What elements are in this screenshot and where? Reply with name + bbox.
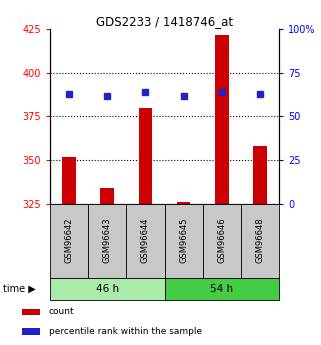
Text: GSM96642: GSM96642 [65, 218, 74, 263]
Bar [203, 204, 241, 278]
Text: count: count [48, 307, 74, 316]
Bar [50, 278, 164, 300]
Text: GSM96645: GSM96645 [179, 218, 188, 263]
Bar [88, 204, 126, 278]
Bar [50, 204, 88, 278]
Bar [100, 188, 114, 204]
Bar [177, 202, 190, 204]
Bar [22, 308, 40, 315]
Title: GDS2233 / 1418746_at: GDS2233 / 1418746_at [96, 15, 233, 28]
Bar [215, 34, 229, 204]
Bar [139, 108, 152, 204]
Bar [22, 328, 40, 335]
Text: percentile rank within the sample: percentile rank within the sample [48, 327, 202, 336]
Bar [164, 204, 203, 278]
Text: GSM96644: GSM96644 [141, 218, 150, 263]
Bar [126, 204, 164, 278]
Bar [254, 146, 267, 204]
Bar [241, 204, 279, 278]
Text: GSM96646: GSM96646 [217, 218, 226, 264]
Text: GSM96648: GSM96648 [256, 218, 265, 264]
Text: 46 h: 46 h [96, 284, 119, 294]
Text: 54 h: 54 h [210, 284, 233, 294]
Text: GSM96643: GSM96643 [103, 218, 112, 264]
Bar [62, 157, 75, 204]
Text: time ▶: time ▶ [3, 284, 36, 294]
Bar [164, 278, 279, 300]
